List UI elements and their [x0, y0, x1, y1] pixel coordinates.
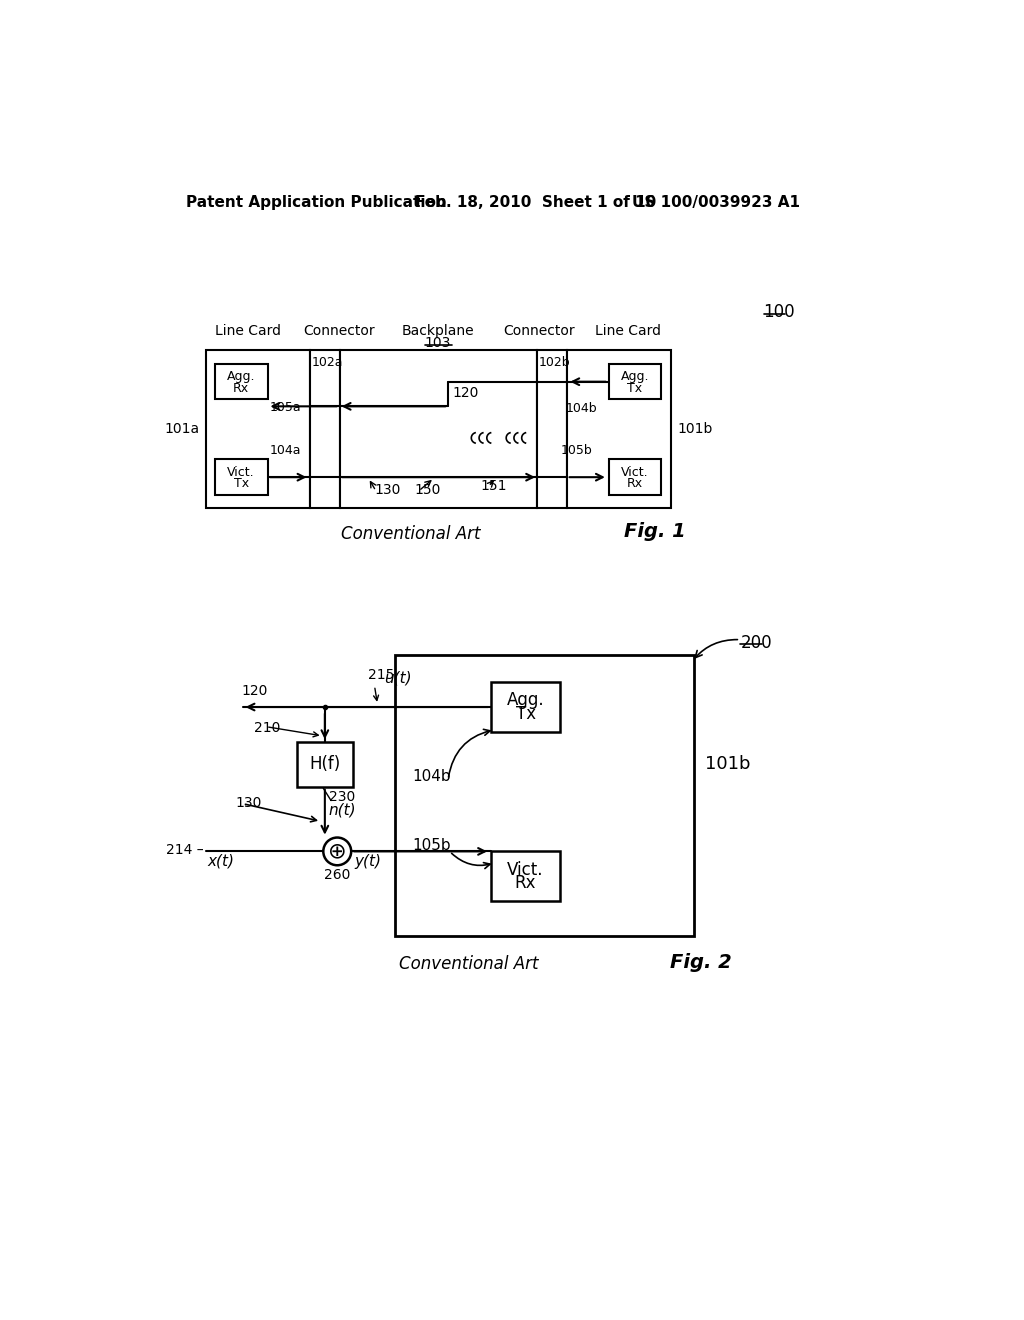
- Text: 200: 200: [740, 635, 772, 652]
- Text: 130: 130: [375, 483, 400, 498]
- Text: 104a: 104a: [270, 444, 301, 457]
- Text: 151: 151: [480, 479, 507, 494]
- Text: 101b: 101b: [706, 755, 751, 774]
- Text: H(f): H(f): [309, 755, 340, 774]
- Text: Conventional Art: Conventional Art: [341, 525, 480, 543]
- Text: 103: 103: [425, 337, 452, 350]
- Text: Vict.: Vict.: [621, 466, 648, 479]
- Text: 214 –: 214 –: [166, 843, 204, 857]
- Bar: [340, 350, 538, 508]
- Text: 105b: 105b: [413, 838, 451, 853]
- Bar: [538, 350, 566, 508]
- Text: Rx: Rx: [515, 874, 537, 892]
- Bar: [608, 459, 662, 495]
- Text: 104b: 104b: [566, 401, 597, 414]
- Text: Fig. 1: Fig. 1: [624, 521, 686, 541]
- Text: u(t): u(t): [384, 671, 412, 685]
- Bar: [206, 350, 310, 508]
- Bar: [490, 682, 560, 733]
- Text: Feb. 18, 2010  Sheet 1 of 10: Feb. 18, 2010 Sheet 1 of 10: [415, 195, 656, 210]
- Text: x(t): x(t): [207, 854, 234, 869]
- Text: 101a: 101a: [164, 422, 200, 436]
- Text: y(t): y(t): [354, 854, 381, 870]
- Text: 150: 150: [415, 483, 441, 498]
- Text: 104b: 104b: [413, 770, 451, 784]
- Text: Patent Application Publication: Patent Application Publication: [186, 195, 446, 210]
- Text: Line Card: Line Card: [215, 323, 282, 338]
- Text: 210: 210: [254, 721, 280, 734]
- Text: 102b: 102b: [539, 356, 570, 370]
- Bar: [310, 350, 340, 508]
- Text: Vict.: Vict.: [507, 861, 544, 879]
- Text: Tx: Tx: [515, 705, 536, 723]
- Text: US 100/0039923 A1: US 100/0039923 A1: [632, 195, 800, 210]
- Bar: [490, 851, 560, 902]
- Text: Agg.: Agg.: [227, 370, 255, 383]
- Text: 130: 130: [234, 796, 261, 810]
- Text: Connector: Connector: [503, 323, 574, 338]
- Text: 101b: 101b: [678, 422, 713, 436]
- Text: 105b: 105b: [560, 444, 592, 457]
- Text: Fig. 2: Fig. 2: [671, 953, 732, 972]
- Text: Tx: Tx: [628, 381, 642, 395]
- Text: Rx: Rx: [627, 478, 643, 490]
- Text: Backplane: Backplane: [401, 323, 474, 338]
- Bar: [215, 459, 267, 495]
- Text: 230: 230: [329, 789, 355, 804]
- Text: Agg.: Agg.: [507, 692, 545, 709]
- Text: Vict.: Vict.: [227, 466, 255, 479]
- Text: 215: 215: [369, 668, 394, 682]
- Bar: [566, 350, 672, 508]
- Bar: [297, 742, 352, 787]
- Bar: [608, 364, 662, 400]
- Text: Line Card: Line Card: [595, 323, 660, 338]
- Text: Agg.: Agg.: [621, 370, 649, 383]
- Text: Conventional Art: Conventional Art: [399, 956, 539, 973]
- Text: 105a: 105a: [270, 401, 301, 414]
- Bar: [215, 364, 267, 400]
- Text: ⊕: ⊕: [328, 841, 346, 862]
- Text: Connector: Connector: [303, 323, 375, 338]
- Text: 260: 260: [324, 867, 350, 882]
- Bar: [395, 655, 693, 936]
- Text: 100: 100: [764, 304, 795, 321]
- Text: 120: 120: [453, 385, 478, 400]
- Text: 120: 120: [241, 684, 267, 698]
- Text: 102a: 102a: [311, 356, 343, 370]
- Text: n(t): n(t): [329, 803, 356, 817]
- Text: Rx: Rx: [233, 381, 249, 395]
- Text: Tx: Tx: [233, 478, 249, 490]
